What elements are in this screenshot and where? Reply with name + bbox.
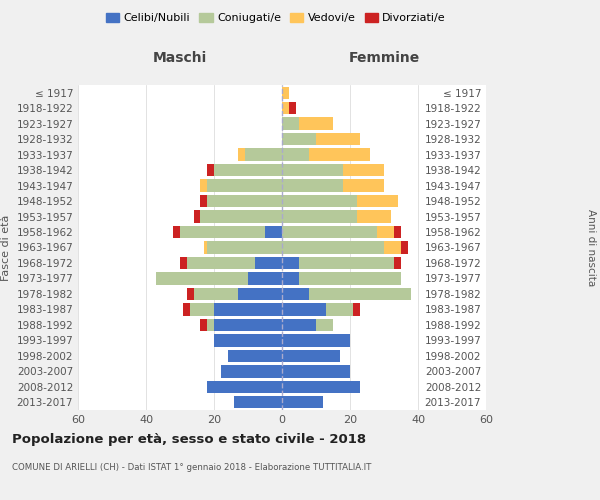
Bar xyxy=(326,303,353,316)
Bar xyxy=(238,148,245,161)
Bar xyxy=(214,334,282,346)
Bar xyxy=(214,318,282,331)
Bar xyxy=(190,303,214,316)
Bar xyxy=(282,242,384,254)
Bar xyxy=(282,272,299,284)
Bar xyxy=(238,288,282,300)
Bar xyxy=(207,180,282,192)
Bar xyxy=(299,118,333,130)
Bar xyxy=(227,350,282,362)
Bar xyxy=(282,133,316,145)
Bar xyxy=(235,396,282,408)
Bar xyxy=(401,242,408,254)
Bar xyxy=(194,288,238,300)
Bar xyxy=(282,86,289,99)
Bar xyxy=(299,272,401,284)
Bar xyxy=(394,226,401,238)
Bar xyxy=(282,318,316,331)
Bar xyxy=(207,195,282,207)
Bar xyxy=(384,242,401,254)
Bar xyxy=(207,164,214,176)
Text: Anni di nascita: Anni di nascita xyxy=(586,209,596,286)
Bar xyxy=(282,334,350,346)
Bar xyxy=(282,118,299,130)
Text: Maschi: Maschi xyxy=(153,51,207,65)
Bar xyxy=(200,210,282,222)
Bar xyxy=(282,380,360,393)
Text: Popolazione per età, sesso e stato civile - 2018: Popolazione per età, sesso e stato civil… xyxy=(12,432,366,446)
Bar xyxy=(282,350,340,362)
Bar xyxy=(200,318,207,331)
Bar xyxy=(187,257,255,269)
Bar xyxy=(299,257,394,269)
Bar xyxy=(309,148,370,161)
Bar xyxy=(343,164,384,176)
Bar xyxy=(248,272,282,284)
Bar xyxy=(377,226,394,238)
Bar xyxy=(282,396,323,408)
Bar xyxy=(282,257,299,269)
Bar xyxy=(289,102,296,115)
Bar xyxy=(394,257,401,269)
Bar xyxy=(255,257,282,269)
Bar xyxy=(343,180,384,192)
Bar xyxy=(353,303,360,316)
Bar xyxy=(282,102,289,115)
Bar xyxy=(204,242,207,254)
Bar xyxy=(357,195,398,207)
Bar xyxy=(200,195,207,207)
Bar xyxy=(173,226,180,238)
Bar xyxy=(207,380,282,393)
Bar xyxy=(214,303,282,316)
Bar xyxy=(282,303,326,316)
Bar xyxy=(207,318,214,331)
Bar xyxy=(282,180,343,192)
Bar xyxy=(194,210,200,222)
Bar xyxy=(245,148,282,161)
Bar xyxy=(316,133,360,145)
Bar xyxy=(282,288,309,300)
Bar xyxy=(282,164,343,176)
Bar xyxy=(282,148,309,161)
Text: COMUNE DI ARIELLI (CH) - Dati ISTAT 1° gennaio 2018 - Elaborazione TUTTITALIA.IT: COMUNE DI ARIELLI (CH) - Dati ISTAT 1° g… xyxy=(12,462,371,471)
Bar xyxy=(184,303,190,316)
Bar xyxy=(316,318,333,331)
Bar xyxy=(309,288,411,300)
Text: Femmine: Femmine xyxy=(349,51,419,65)
Legend: Celibi/Nubili, Coniugati/e, Vedovi/e, Divorziati/e: Celibi/Nubili, Coniugati/e, Vedovi/e, Di… xyxy=(101,8,451,28)
Bar xyxy=(265,226,282,238)
Bar xyxy=(282,210,357,222)
Bar xyxy=(282,226,377,238)
Bar xyxy=(221,365,282,378)
Bar xyxy=(214,164,282,176)
Bar xyxy=(282,365,350,378)
Y-axis label: Fasce di età: Fasce di età xyxy=(1,214,11,280)
Bar xyxy=(156,272,248,284)
Bar xyxy=(357,210,391,222)
Bar xyxy=(207,242,282,254)
Bar xyxy=(180,257,187,269)
Bar xyxy=(200,180,207,192)
Bar xyxy=(187,288,194,300)
Bar xyxy=(180,226,265,238)
Bar xyxy=(282,195,357,207)
